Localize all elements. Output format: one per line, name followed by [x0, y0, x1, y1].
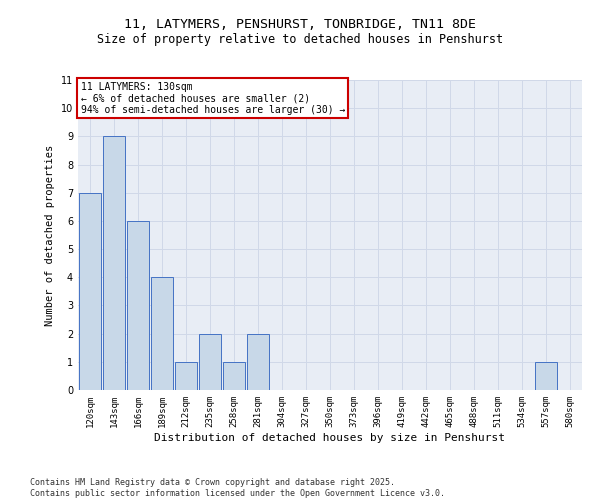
Bar	[535, 362, 557, 390]
Text: 11, LATYMERS, PENSHURST, TONBRIDGE, TN11 8DE: 11, LATYMERS, PENSHURST, TONBRIDGE, TN11…	[124, 18, 476, 30]
Bar	[247, 334, 269, 390]
Bar	[199, 334, 221, 390]
Bar	[103, 136, 125, 390]
Bar	[223, 362, 245, 390]
Bar	[151, 278, 173, 390]
Bar	[127, 221, 149, 390]
Text: 11 LATYMERS: 130sqm
← 6% of detached houses are smaller (2)
94% of semi-detached: 11 LATYMERS: 130sqm ← 6% of detached hou…	[80, 82, 345, 115]
Bar	[175, 362, 197, 390]
Text: Contains HM Land Registry data © Crown copyright and database right 2025.
Contai: Contains HM Land Registry data © Crown c…	[30, 478, 445, 498]
X-axis label: Distribution of detached houses by size in Penshurst: Distribution of detached houses by size …	[155, 432, 505, 442]
Bar	[79, 192, 101, 390]
Text: Size of property relative to detached houses in Penshurst: Size of property relative to detached ho…	[97, 32, 503, 46]
Y-axis label: Number of detached properties: Number of detached properties	[46, 144, 55, 326]
